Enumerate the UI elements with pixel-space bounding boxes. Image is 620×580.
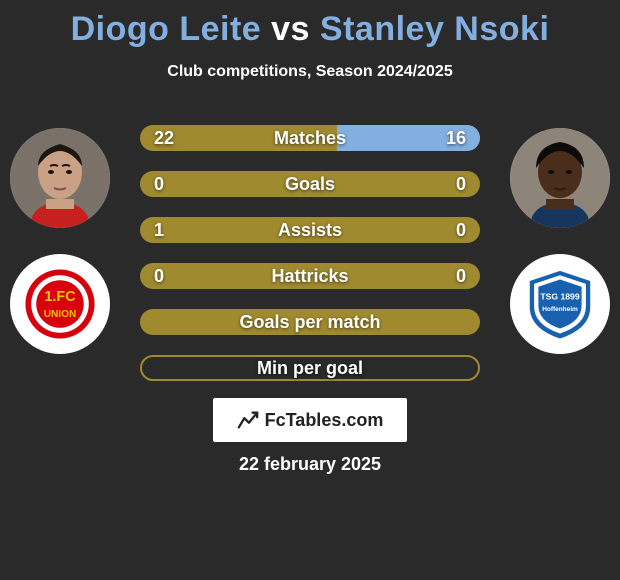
stat-label: Matches xyxy=(140,122,480,154)
stat-value-right: 0 xyxy=(456,168,466,200)
right-column: TSG 1899 Hoffenheim xyxy=(510,128,610,380)
stat-row: Min per goal xyxy=(140,352,480,384)
vs-text: vs xyxy=(271,10,310,48)
stat-row: Goals per match xyxy=(140,306,480,338)
player2-club-badge: TSG 1899 Hoffenheim xyxy=(510,254,610,354)
stat-value-left: 0 xyxy=(154,260,164,292)
stat-row: Goals0 0 xyxy=(140,168,480,200)
branding-text: FcTables.com xyxy=(265,410,384,431)
stats-container: Matches2216Goals00Assists10Hattricks00Go… xyxy=(140,122,480,398)
hoffenheim-crest-icon: TSG 1899 Hoffenheim xyxy=(524,268,596,340)
svg-text:TSG 1899: TSG 1899 xyxy=(540,292,580,302)
union-berlin-crest-icon: 1.FC UNION xyxy=(24,268,96,340)
snapshot-date: 22 february 2025 xyxy=(0,454,620,475)
stat-label: Hattricks xyxy=(140,260,480,292)
stat-label: Goals xyxy=(140,168,480,200)
branding-badge: FcTables.com xyxy=(213,398,407,442)
stat-row: Matches22 16 xyxy=(140,122,480,154)
comparison-title: Diogo Leite vs Stanley Nsoki xyxy=(0,0,620,49)
stat-label: Goals per match xyxy=(140,306,480,338)
player2-portrait-icon xyxy=(510,128,610,228)
stat-label: Min per goal xyxy=(140,352,480,384)
stat-row: Assists1 0 xyxy=(140,214,480,246)
stat-row: Hattricks0 0 xyxy=(140,260,480,292)
player1-club-badge: 1.FC UNION xyxy=(10,254,110,354)
player1-avatar xyxy=(10,128,110,228)
subtitle: Club competitions, Season 2024/2025 xyxy=(0,63,620,81)
player2-name: Stanley Nsoki xyxy=(320,10,549,48)
svg-text:1.FC: 1.FC xyxy=(44,289,75,305)
player2-avatar xyxy=(510,128,610,228)
stat-label: Assists xyxy=(140,214,480,246)
player1-portrait-icon xyxy=(10,128,110,228)
left-column: 1.FC UNION xyxy=(10,128,110,380)
player1-name: Diogo Leite xyxy=(71,10,262,48)
svg-text:Hoffenheim: Hoffenheim xyxy=(542,306,578,313)
svg-text:UNION: UNION xyxy=(44,309,76,320)
stat-value-left: 22 xyxy=(154,122,174,154)
fctables-logo-icon xyxy=(237,409,259,431)
stat-value-right: 16 xyxy=(446,122,466,154)
stat-value-left: 0 xyxy=(154,168,164,200)
stat-value-right: 0 xyxy=(456,214,466,246)
stat-value-left: 1 xyxy=(154,214,164,246)
stat-value-right: 0 xyxy=(456,260,466,292)
